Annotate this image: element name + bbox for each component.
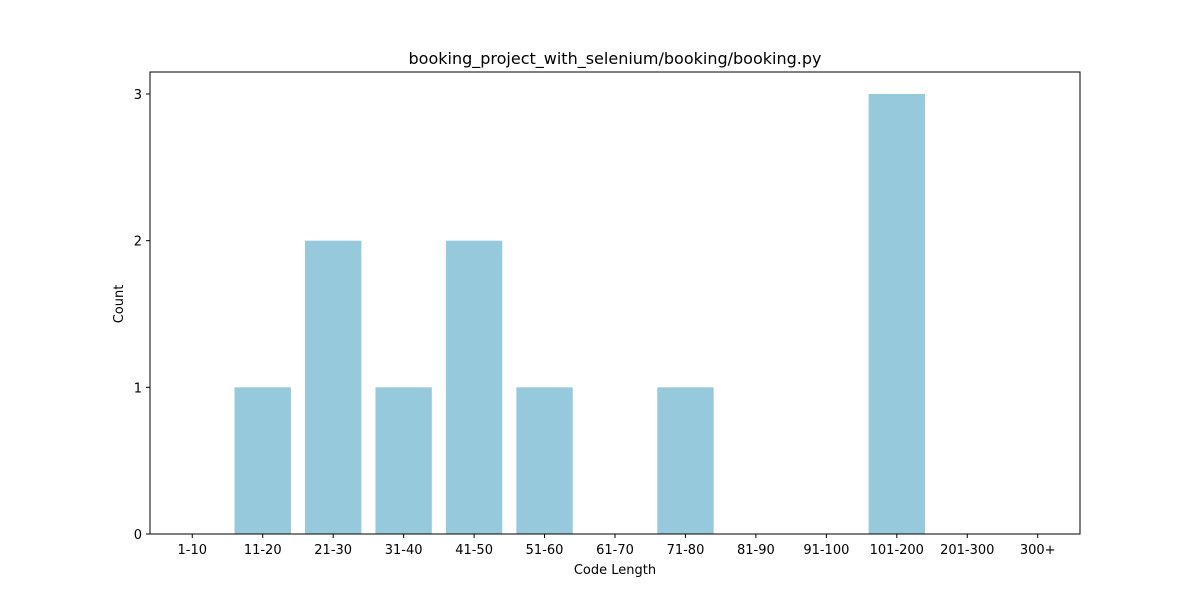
chart-title: booking_project_with_selenium/booking/bo… [409,49,822,69]
x-tick-label: 201-300 [940,543,994,558]
bar-101-200 [868,94,925,534]
x-tick-label: 1-10 [178,543,208,558]
x-tick-label: 21-30 [314,543,352,558]
y-tick-label: 1 [134,381,142,396]
bar-41-50 [445,240,503,534]
x-tick-label: 300+ [1020,543,1056,558]
y-axis-label: Count [112,285,127,324]
x-axis-label: Code Length [574,563,656,578]
x-tick-label: 41-50 [455,543,493,558]
x-tick-label: 11-20 [244,543,282,558]
y-tick-label: 2 [134,235,142,250]
y-axis: 0 1 2 3 [134,88,150,543]
y-tick-label: 3 [134,88,142,103]
x-tick-label: 101-200 [870,543,924,558]
x-tick-label: 91-100 [803,543,849,558]
bar-11-20 [234,387,291,534]
x-tick-label: 61-70 [596,543,634,558]
bar-51-60 [516,387,573,534]
bar-21-30 [305,240,362,534]
x-tick-label: 71-80 [667,543,705,558]
y-tick-label: 0 [134,528,142,543]
bar-71-80 [657,387,714,534]
x-tick-label: 81-90 [737,543,775,558]
bar-31-40 [375,387,432,534]
x-tick-label: 51-60 [526,543,564,558]
x-tick-label: 31-40 [385,543,423,558]
bars-group [234,94,925,534]
x-axis: 1-10 11-20 21-30 31-40 41-50 51-60 61-70 71-80 8… [178,534,1056,558]
